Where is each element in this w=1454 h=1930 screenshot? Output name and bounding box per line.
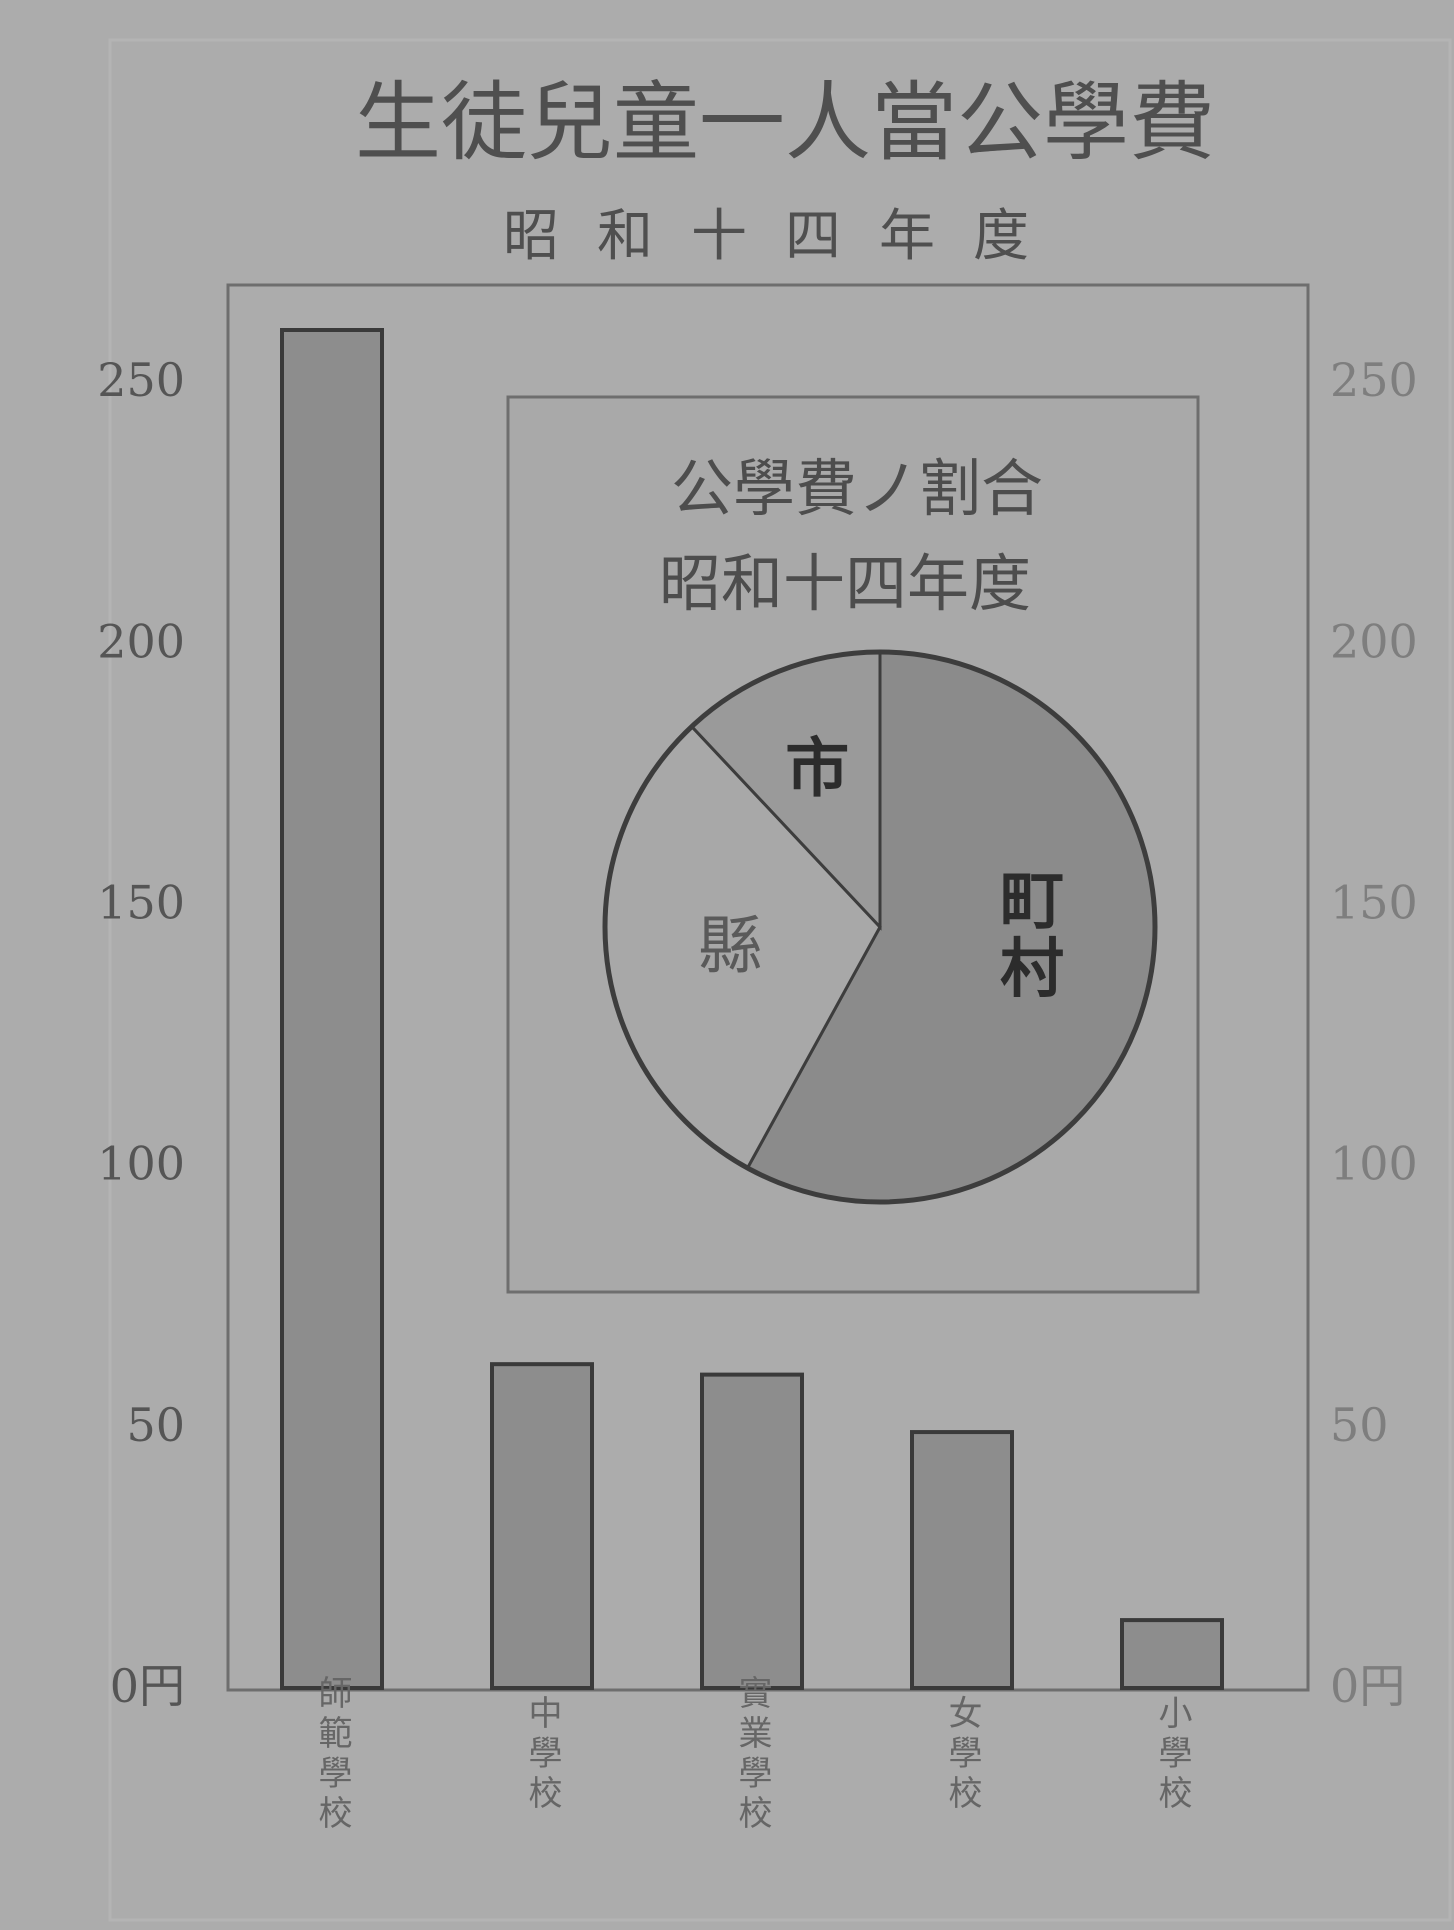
left-tick-label: 250 xyxy=(97,353,185,407)
right-tick-label: 250 xyxy=(1330,353,1418,407)
left-tick-label: 200 xyxy=(97,614,185,668)
category-label: 實業學校 xyxy=(732,1675,772,1835)
left-axis: 0円 50 100 150 200 250 xyxy=(97,353,185,1713)
right-tick-label: 100 xyxy=(1330,1137,1418,1191)
category-label: 師範學校 xyxy=(312,1675,352,1835)
pie-label: 縣 xyxy=(698,910,762,984)
outer-frame xyxy=(108,38,1452,1922)
category-label: 小學校 xyxy=(1152,1695,1192,1815)
right-tick-label: 150 xyxy=(1330,876,1418,930)
chart-title: 生徒兒童一人當公學費 xyxy=(355,73,1215,173)
category-label: 女學校 xyxy=(942,1695,982,1815)
chart-subtitle: 昭和十四年度 xyxy=(503,204,1067,269)
bar xyxy=(280,328,384,1690)
right-axis: 0円 50 100 150 200 250 xyxy=(1330,353,1418,1713)
bar xyxy=(910,1430,1014,1690)
pie-subtitle: 昭和十四年度 xyxy=(659,547,1031,620)
bar xyxy=(1120,1618,1224,1690)
bar xyxy=(490,1362,594,1690)
left-tick-label: 0円 xyxy=(110,1659,185,1713)
right-tick-label: 200 xyxy=(1330,614,1418,668)
right-tick-label: 50 xyxy=(1330,1398,1389,1452)
category-labels: 師範學校 中學校 實業學校 女學校 小學校 xyxy=(312,1675,1192,1835)
category-label: 中學校 xyxy=(522,1695,562,1815)
bar xyxy=(700,1372,804,1690)
plot-frame xyxy=(226,283,1310,1692)
pie-label: 町村 xyxy=(989,867,1064,1003)
left-tick-label: 50 xyxy=(126,1398,185,1452)
bar-series xyxy=(280,328,1224,1690)
left-tick-label: 150 xyxy=(97,876,185,930)
left-tick-label: 100 xyxy=(97,1137,185,1191)
pie-title: 公學費ノ割合 xyxy=(671,452,1043,525)
right-tick-label: 0円 xyxy=(1330,1659,1405,1713)
pie-outline xyxy=(602,649,1158,1205)
pie-chart: 町村 縣 市 xyxy=(602,649,1158,1205)
pie-label: 市 xyxy=(785,731,849,806)
